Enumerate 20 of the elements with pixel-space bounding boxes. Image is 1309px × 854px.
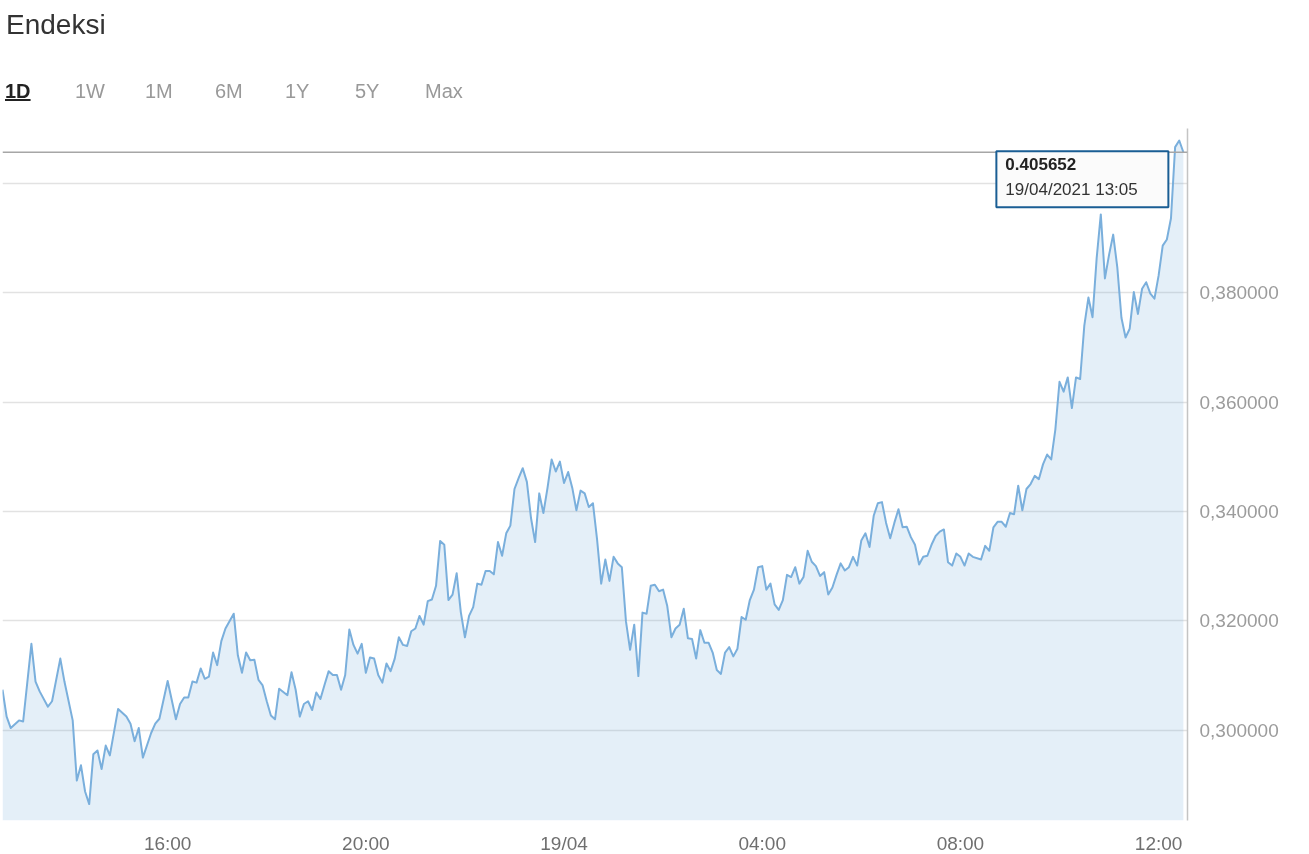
text: 1M [145, 79, 174, 104]
text: Max [425, 79, 464, 104]
y-tick-label: 0,300000 [1199, 719, 1279, 741]
x-tick-label: 04:00 [738, 832, 786, 854]
annotation: 0.405652 19/04/2021 13:05 [1005, 155, 1138, 200]
text: 5Y [355, 79, 381, 104]
text: 1W [75, 79, 106, 104]
y-tick-label: 0,380000 [1199, 282, 1279, 304]
y-tick-label: 0,340000 [1199, 500, 1279, 522]
x-tick-label: 08:00 [936, 832, 985, 854]
x-tick-label: 20:00 [342, 832, 390, 854]
x-tick-label: 16:00 [143, 832, 192, 854]
x-tick-label: 19/04 [540, 832, 589, 854]
text: 6M [215, 79, 244, 104]
text: 1D [5, 79, 32, 104]
y-tick-label: 0,320000 [1199, 610, 1279, 632]
x-tick-label: 12:00 [1134, 832, 1183, 854]
text: 1Y [285, 79, 311, 104]
chart-title: Endeksi [6, 8, 106, 42]
y-tick-label: 0,360000 [1199, 391, 1279, 413]
